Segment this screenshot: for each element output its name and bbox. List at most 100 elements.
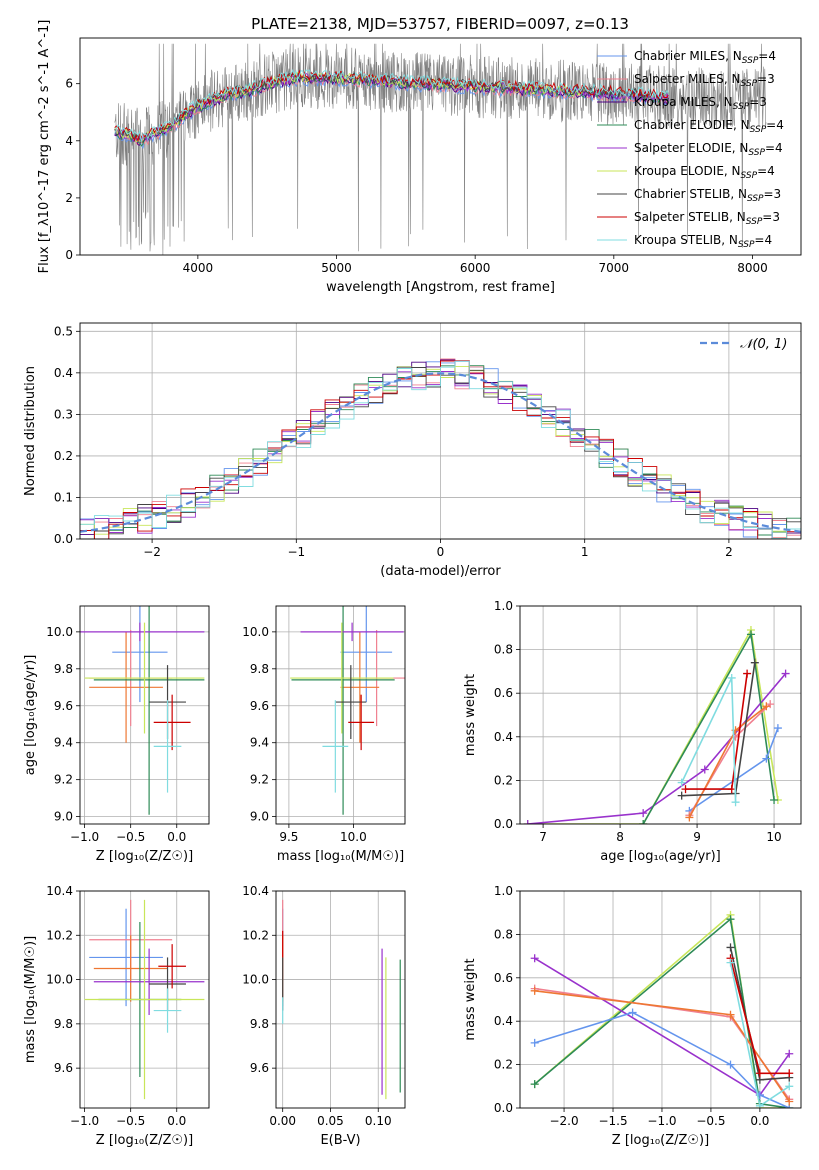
x-tick-label: −1.0 — [647, 1114, 676, 1128]
y-tick-label: 10.0 — [242, 973, 269, 987]
weight-point-marker — [773, 724, 782, 733]
y-tick-label: 0.2 — [54, 449, 73, 463]
y-tick-label: 0.0 — [54, 532, 73, 546]
x-tick-label: 10 — [766, 830, 781, 844]
panel-weight-vs-age: 7 8 9 10 0.0 0.2 0.4 0.6 0.8 1.0 age [log₁₀(age/yr… — [463, 599, 802, 864]
y-tick-label: 2 — [65, 191, 73, 205]
x-tick-label: −0.5 — [116, 830, 145, 844]
axes-frame — [519, 605, 802, 825]
weight-point-marker — [743, 669, 752, 678]
weight-point-marker — [639, 809, 648, 818]
y-tick-label: 10.2 — [242, 928, 269, 942]
y-tick-label: 9.6 — [54, 699, 73, 713]
weight-point-marker — [755, 1101, 764, 1108]
weight-point-marker — [727, 785, 736, 794]
plot-area — [290, 606, 405, 815]
panel-mass-vs-EBV: 0.00 0.05 0.10 9.6 9.8 10.0 10.2 10.4 E(B-V) — [242, 884, 406, 1148]
y-axis-label: age [log₁₀(age/yr)] — [23, 655, 38, 776]
y-tick-label: 0.2 — [494, 773, 513, 787]
errorbar-point — [93, 948, 205, 1015]
weight-point-marker — [770, 796, 779, 805]
y-tick-label: 9.8 — [54, 662, 73, 676]
weight-point-marker — [746, 630, 755, 639]
x-axis-label: (data-model)/error — [380, 564, 501, 579]
y-tick-label: 0.6 — [494, 686, 513, 700]
errorbar-point — [153, 700, 182, 793]
y-tick-label: 0 — [65, 248, 73, 262]
y-tick-label: 9.6 — [250, 1061, 269, 1075]
legend-entry: Chabrier STELIB, NSSP=3 — [634, 187, 781, 204]
x-axis-label: age [log₁₀(age/yr)] — [600, 849, 721, 864]
weight-point-marker — [726, 915, 735, 924]
y-tick-label: 9.8 — [250, 662, 269, 676]
weight-point-marker — [726, 958, 735, 967]
weight-point-marker — [781, 669, 790, 678]
errorbar-point — [340, 606, 393, 703]
y-tick-label: 0.2 — [494, 1058, 513, 1072]
weight-point-marker — [726, 1010, 735, 1019]
x-tick-label: 0.0 — [750, 1114, 769, 1128]
x-tick-label: 2 — [725, 545, 733, 559]
x-tick-label: −1.0 — [70, 1114, 99, 1128]
y-tick-label: 0.0 — [494, 817, 513, 831]
errorbar-point — [340, 631, 380, 743]
axes-frame — [79, 605, 210, 825]
weight-point-marker — [785, 1082, 794, 1091]
panel-spectrum: 4000 5000 6000 7000 8000 0 2 4 6 wavelength [Angs… — [37, 20, 802, 295]
y-tick-label: 4 — [65, 134, 73, 148]
x-axis-label: Z [log₁₀(Z/Z☉)] — [96, 849, 193, 864]
y-tick-label: 0.4 — [54, 366, 73, 380]
plot-area — [114, 43, 767, 255]
errorbar-point — [290, 622, 394, 734]
plot-area — [80, 358, 801, 539]
errorbar-point — [153, 694, 191, 751]
x-tick-label: 9 — [693, 830, 701, 844]
weight-point-marker — [628, 1008, 637, 1017]
x-tick-label: 5000 — [321, 261, 352, 275]
weight-point-marker — [785, 1049, 794, 1058]
grid — [276, 606, 405, 824]
errorbar-point — [93, 935, 168, 1002]
y-tick-label: 9.6 — [250, 699, 269, 713]
y-tick-label: 9.8 — [54, 1017, 73, 1031]
weight-point-marker — [530, 986, 539, 995]
legend-entry: 𝒩(0, 1) — [740, 337, 787, 352]
y-axis-label: mass [log₁₀(M/M☉)] — [23, 936, 38, 1063]
y-tick-label: 0.6 — [494, 971, 513, 985]
y-axis-label: Flux [f_λ10^-17 erg cm^-2 s^-1 A^-1] — [37, 20, 52, 274]
errorbar-point — [89, 631, 163, 743]
weight-point-marker — [700, 765, 709, 774]
legend-entry: Salpeter ELODIE, NSSP=4 — [634, 141, 783, 158]
x-tick-label: −0.5 — [696, 1114, 725, 1128]
y-tick-label: 0.3 — [54, 407, 73, 421]
x-axis-label: wavelength [Angstrom, rest frame] — [326, 280, 555, 295]
errorbar-point — [84, 622, 205, 734]
errorbar-point — [89, 908, 163, 1007]
x-tick-label: 7 — [539, 830, 547, 844]
x-axis-label: Z [log₁₀(Z/Z☉)] — [612, 1133, 709, 1148]
legend-entry: Chabrier MILES, NSSP=4 — [634, 49, 776, 66]
weight-point-marker — [785, 1097, 794, 1106]
x-tick-label: 0.0 — [167, 1114, 186, 1128]
y-tick-label: 10.4 — [242, 884, 269, 898]
x-tick-label: 4000 — [183, 261, 214, 275]
errorbar-point — [112, 606, 168, 703]
y-tick-label: 0.4 — [494, 730, 513, 744]
y-tick-label: 0.5 — [54, 324, 73, 338]
legend-entry: Salpeter MILES, NSSP=3 — [634, 72, 775, 89]
legend-entry: Chabrier ELODIE, NSSP=4 — [634, 118, 784, 135]
y-tick-label: 0.8 — [494, 643, 513, 657]
y-tick-label: 10.0 — [46, 625, 73, 639]
axes-frame — [519, 890, 802, 1109]
x-tick-label: 0 — [437, 545, 445, 559]
weight-point-marker — [681, 785, 690, 794]
errorbar-point — [291, 606, 395, 815]
errorbar-point — [348, 694, 375, 751]
plot-area — [523, 625, 790, 824]
weight-point-marker — [677, 791, 686, 800]
weight-point-marker — [762, 754, 771, 763]
plot-area — [80, 606, 205, 815]
x-tick-label: −1 — [287, 545, 305, 559]
errorbar-point — [84, 899, 205, 1100]
x-tick-label: −1.0 — [70, 830, 99, 844]
